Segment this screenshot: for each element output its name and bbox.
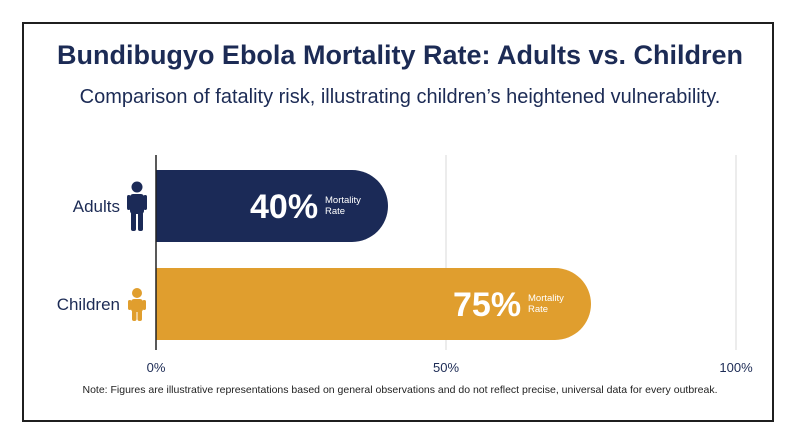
- x-tick-label: 0%: [147, 360, 166, 375]
- bar-annotation: Mortality: [528, 293, 564, 304]
- data-label: 75%: [453, 286, 521, 324]
- data-label: 40%: [250, 188, 318, 226]
- bar-annotation: Rate: [528, 304, 548, 315]
- chart-subtitle: Comparison of fatality risk, illustratin…: [79, 86, 721, 108]
- child-person-icon: [128, 288, 146, 321]
- chart-frame: [22, 22, 774, 422]
- category-label: Children: [57, 295, 120, 314]
- bar-adults: [156, 170, 388, 242]
- x-tick-label: 50%: [433, 360, 459, 375]
- bar-annotation: Rate: [325, 206, 345, 217]
- bar-annotation: Mortality: [325, 195, 361, 206]
- x-tick-label: 100%: [719, 360, 753, 375]
- adult-person-icon: [127, 181, 147, 231]
- chart-title: Bundibugyo Ebola Mortality Rate: Adults …: [56, 40, 744, 70]
- chart-note: Note: Figures are illustrative represent…: [82, 384, 718, 396]
- category-label: Adults: [73, 197, 120, 216]
- bar-children: [156, 268, 591, 340]
